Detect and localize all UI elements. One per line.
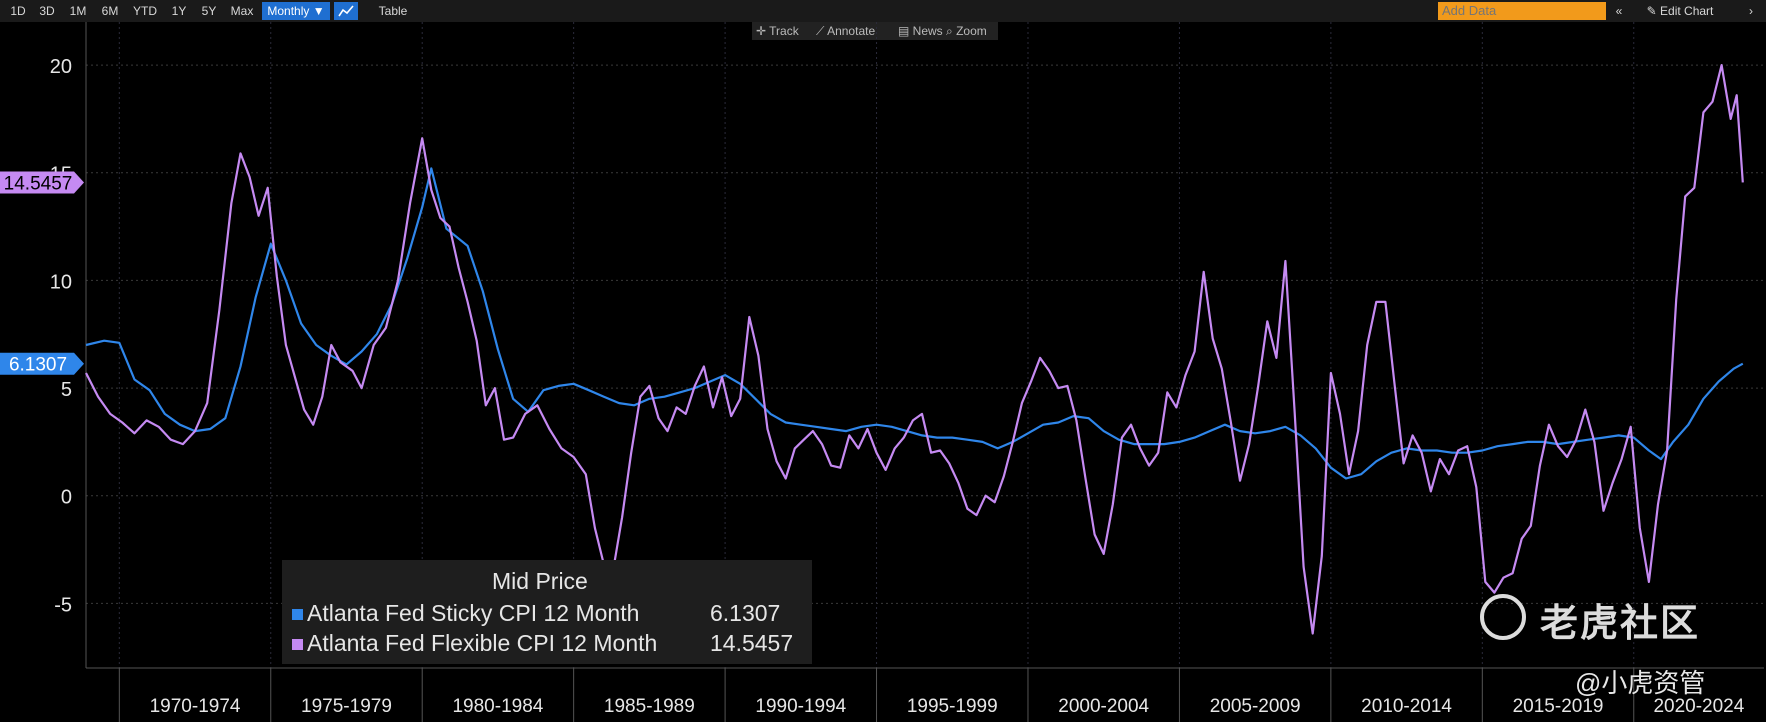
table-view-button[interactable]: Table xyxy=(378,4,408,18)
news-icon: ▤ xyxy=(898,24,913,38)
range-3d-button[interactable]: 3D xyxy=(39,4,55,18)
annotate-icon: ⟋ xyxy=(816,24,828,38)
add-data-input[interactable] xyxy=(1438,2,1606,20)
range-5y-button[interactable]: 5Y xyxy=(201,4,217,18)
x-tick-label: 1975-1979 xyxy=(301,696,392,717)
legend: Mid Price Atlanta Fed Sticky CPI 12 Mont… xyxy=(282,560,812,664)
value-tag-label: 6.1307 xyxy=(9,355,67,376)
axes: -5051015201970-19741975-19791980-1984198… xyxy=(50,22,1764,722)
y-tick-label: 20 xyxy=(50,56,72,78)
y-tick-label: 0 xyxy=(61,487,72,509)
watermark-brand: 老虎社区 xyxy=(1540,603,1701,645)
edit-chart-button[interactable]: ✎ Edit Chart xyxy=(1630,2,1730,20)
zoom-button[interactable]: ⌕ Zoom xyxy=(946,22,987,40)
value-tag-shape xyxy=(0,171,84,194)
x-tick-label: 2015-2019 xyxy=(1513,696,1604,717)
track-label: Track xyxy=(769,24,799,38)
legend-title: Mid Price xyxy=(492,568,588,594)
x-tick-label: 1990-1994 xyxy=(755,696,846,717)
zoom-label: Zoom xyxy=(956,24,987,38)
range-ytd-button[interactable]: YTD xyxy=(133,4,157,18)
collapse-icon[interactable]: « xyxy=(1615,4,1623,18)
chart-subtoolbar: ✛ Track ⟋ Annotate ▤ News ⌕ Zoom xyxy=(752,22,998,40)
y-tick-label: 10 xyxy=(50,271,72,293)
y-tick-label: -5 xyxy=(54,594,72,616)
legend-swatch xyxy=(292,639,303,650)
legend-item-sticky: Atlanta Fed Sticky CPI 12 Month xyxy=(292,600,639,627)
annotate-label: Annotate xyxy=(827,24,876,38)
x-tick-label: 1980-1984 xyxy=(452,696,543,717)
range-1m-button[interactable]: 1M xyxy=(69,4,87,18)
x-tick-label: 2005-2009 xyxy=(1210,696,1301,717)
legend-value: 6.1307 xyxy=(710,600,781,626)
legend-swatch xyxy=(292,609,303,620)
x-tick-label: 2020-2024 xyxy=(1653,696,1744,717)
scroll-right-icon[interactable]: › xyxy=(1749,4,1753,18)
zoom-icon: ⌕ xyxy=(946,24,957,38)
series-line-flexible xyxy=(85,63,1744,635)
edit-chart-label: Edit Chart xyxy=(1660,4,1714,18)
y-tick-label: 5 xyxy=(61,379,72,401)
range-6m-button[interactable]: 6M xyxy=(101,4,119,18)
x-tick-label: 1985-1989 xyxy=(604,696,695,717)
series-lines xyxy=(85,63,1744,635)
pencil-icon: ✎ xyxy=(1646,4,1657,18)
x-tick-label: 1970-1974 xyxy=(150,696,241,717)
legend-label: Atlanta Fed Sticky CPI 12 Month xyxy=(307,600,640,626)
x-tick-label: 2000-2004 xyxy=(1058,696,1149,717)
legend-label: Atlanta Fed Flexible CPI 12 Month xyxy=(307,630,658,656)
watermark-handle: @小虎资管 xyxy=(1575,668,1706,698)
line-chart-type-button[interactable] xyxy=(334,2,358,20)
news-button[interactable]: ▤ News xyxy=(898,22,943,40)
crosshair-icon: ✛ xyxy=(756,24,770,38)
last-value-tags: 14.5457 6.1307 xyxy=(0,171,84,376)
frequency-dropdown[interactable]: Monthly ▼ xyxy=(262,2,330,20)
range-1d-button[interactable]: 1D xyxy=(10,4,26,18)
line-chart-icon xyxy=(338,5,354,17)
annotate-button[interactable]: ⟋ Annotate xyxy=(816,22,875,40)
series-line-sticky xyxy=(85,167,1744,480)
toolbar: 1D 3D 1M 6M YTD 1Y 5Y Max Monthly ▼ Tabl… xyxy=(0,0,1766,22)
x-tick-label: 2010-2014 xyxy=(1361,696,1452,717)
range-1y-button[interactable]: 1Y xyxy=(171,4,187,18)
last-value-tag: 14.5457 xyxy=(0,171,84,195)
last-value-tag: 6.1307 xyxy=(0,352,84,376)
news-label: News xyxy=(912,24,943,38)
x-tick-label: 1995-1999 xyxy=(907,696,998,717)
range-max-button[interactable]: Max xyxy=(230,4,254,18)
legend-item-flexible: Atlanta Fed Flexible CPI 12 Month xyxy=(292,630,657,657)
value-tag-label: 14.5457 xyxy=(4,174,73,195)
tiger-logo-icon xyxy=(1480,594,1526,640)
track-button[interactable]: ✛ Track xyxy=(756,22,799,40)
legend-value: 14.5457 xyxy=(710,630,794,656)
value-tag-shape xyxy=(0,352,84,375)
